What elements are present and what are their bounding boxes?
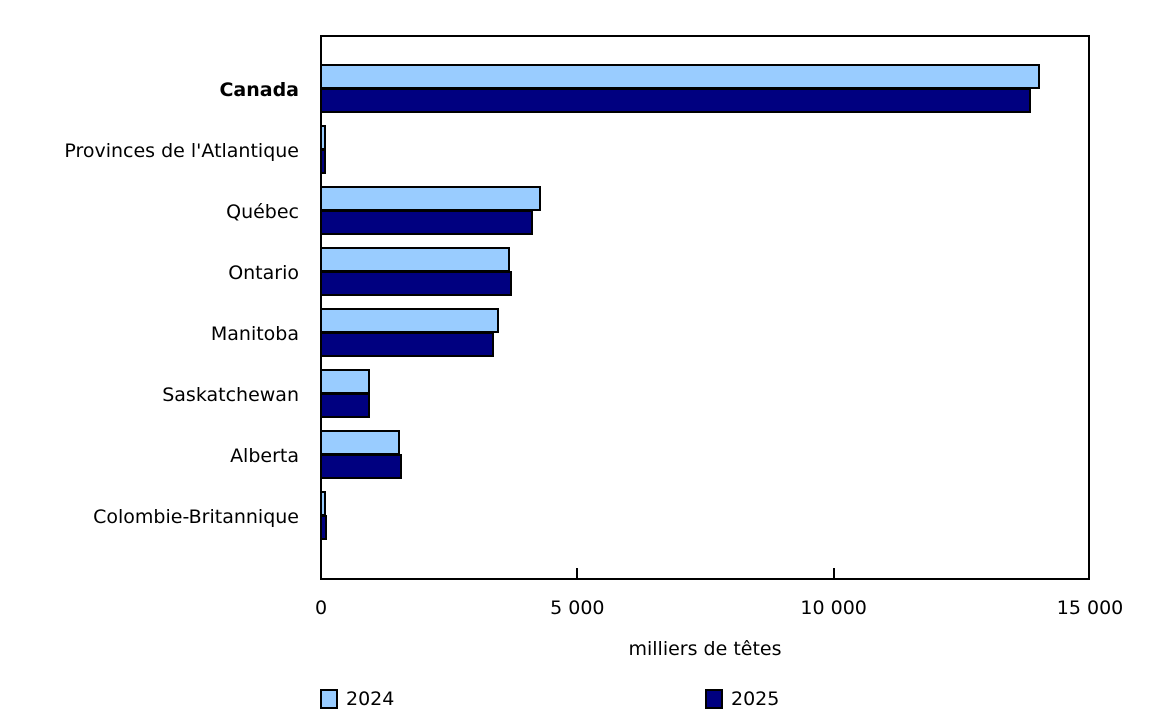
bar-2024 [320,491,327,516]
category-label: Canada [219,79,299,101]
bar-2024 [320,430,400,455]
bar-2024 [320,186,541,211]
category-label: Saskatchewan [162,384,299,406]
legend-swatch-2024 [320,689,338,709]
category-label: Québec [226,201,299,223]
legend-item-2025: 2025 [705,688,779,710]
plot-area [320,35,1090,580]
x-tick-label: 15 000 [1056,597,1124,619]
bar-2024 [320,308,499,333]
bar-2025 [320,271,513,296]
bar-2025 [320,332,495,357]
x-axis-title: milliers de têtes [628,638,782,660]
bar-2025 [320,454,402,479]
category-label: Ontario [228,262,299,284]
bar-2025 [320,515,328,540]
category-label: Colombie-Britannique [93,506,299,528]
category-label: Provinces de l'Atlantique [64,140,299,162]
category-label: Alberta [230,445,299,467]
x-tick [832,568,835,580]
legend-label-2024: 2024 [346,688,395,710]
x-tick-label: 10 000 [800,597,867,619]
bar-2024 [320,64,1040,89]
x-tick-label: 0 [314,597,328,619]
category-label: Manitoba [210,323,299,345]
bar-2024 [320,247,511,272]
bar-2024 [320,369,371,394]
bar-2025 [320,210,534,235]
x-tick-label: 5 000 [550,597,605,619]
legend-label-2025: 2025 [731,688,780,710]
bar-2025 [320,88,1032,113]
legend-item-2024: 2024 [320,688,394,710]
legend-swatch-2025 [705,689,723,709]
x-tick [576,568,579,580]
bar-2025 [320,149,326,174]
bar-2025 [320,393,371,418]
bar-2024 [320,125,327,150]
